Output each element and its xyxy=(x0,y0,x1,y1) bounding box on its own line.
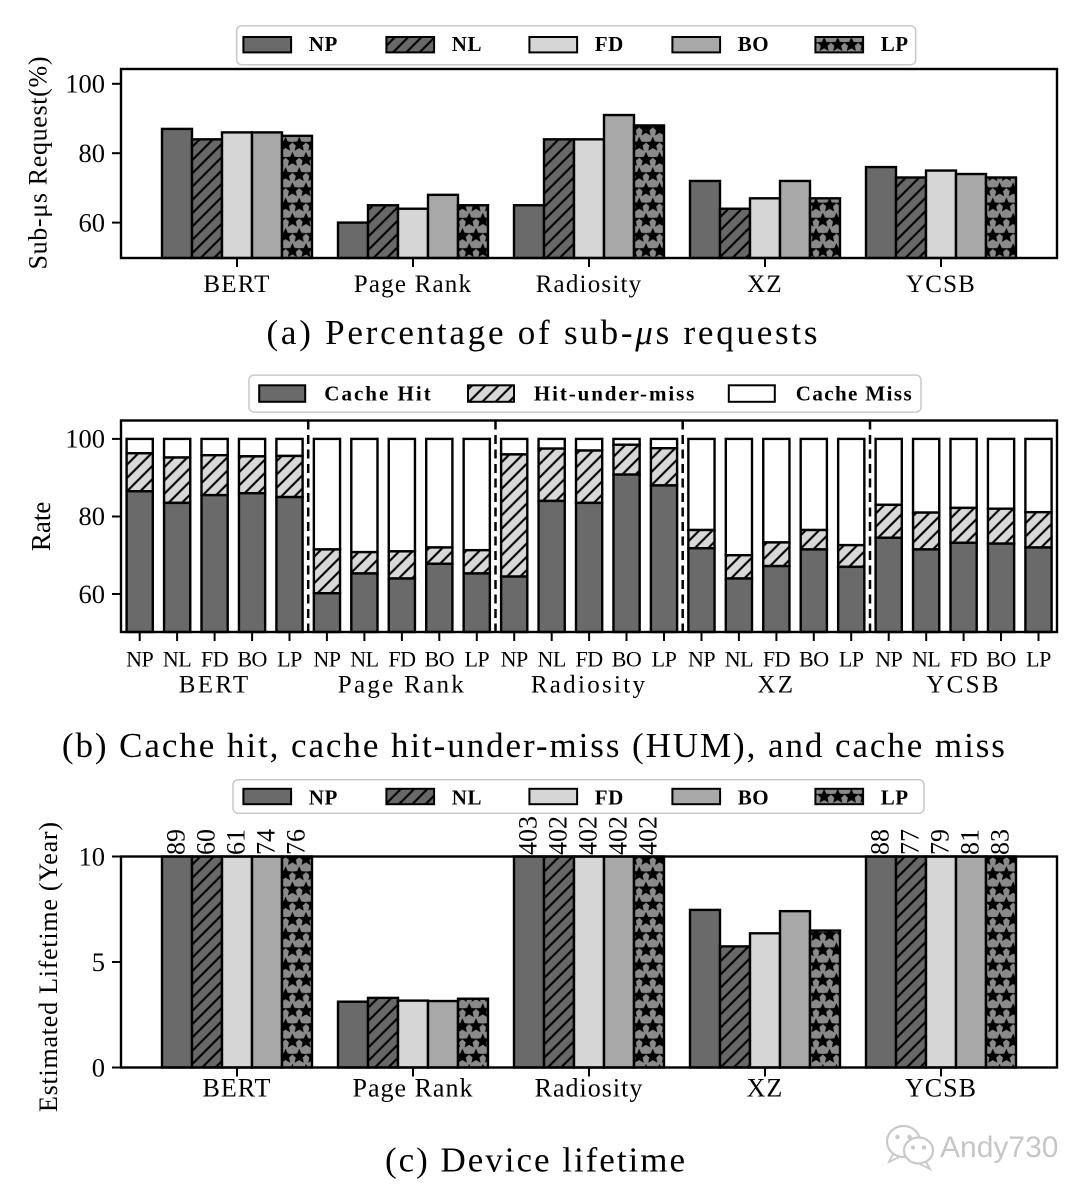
svg-text:BO: BO xyxy=(986,647,1016,672)
svg-text:Page Rank: Page Rank xyxy=(338,672,466,699)
svg-text:BO: BO xyxy=(612,647,642,672)
svg-text:10: 10 xyxy=(79,841,106,871)
svg-text:YCSB: YCSB xyxy=(906,271,976,298)
svg-text:Page Rank: Page Rank xyxy=(354,271,472,298)
svg-text:89: 89 xyxy=(162,829,191,855)
svg-text:60: 60 xyxy=(79,207,106,237)
svg-text:Rate: Rate xyxy=(26,502,56,551)
svg-text:FD: FD xyxy=(595,785,624,809)
svg-text:BERT: BERT xyxy=(203,1074,272,1103)
svg-text:YCSB: YCSB xyxy=(926,672,1001,699)
svg-text:XZ: XZ xyxy=(747,1074,784,1103)
svg-text:NP: NP xyxy=(126,647,153,672)
svg-text:60: 60 xyxy=(192,829,221,855)
svg-text:LP: LP xyxy=(652,647,677,672)
svg-text:61: 61 xyxy=(222,829,251,855)
svg-text:NL: NL xyxy=(912,647,940,672)
svg-text:88: 88 xyxy=(866,829,895,855)
svg-text:FD: FD xyxy=(763,647,790,672)
svg-text:NP: NP xyxy=(313,647,340,672)
svg-text:NL: NL xyxy=(452,32,482,56)
svg-text:BO: BO xyxy=(237,647,267,672)
svg-text:100: 100 xyxy=(65,424,105,454)
svg-text:(a) Percentage of sub-μs reque: (a) Percentage of sub-μs requests xyxy=(267,313,818,352)
svg-text:LP: LP xyxy=(839,647,864,672)
svg-text:(b) Cache hit, cache hit-under: (b) Cache hit, cache hit-under-miss (HUM… xyxy=(62,726,1005,765)
svg-text:BO: BO xyxy=(738,32,769,56)
svg-text:81: 81 xyxy=(956,829,985,855)
svg-text:Radiosity: Radiosity xyxy=(531,672,648,699)
svg-text:NP: NP xyxy=(309,32,338,56)
svg-text:NP: NP xyxy=(501,647,528,672)
svg-text:NL: NL xyxy=(163,647,191,672)
svg-text:Estimated Lifetime (Year): Estimated Lifetime (Year) xyxy=(34,822,63,1112)
svg-text:LP: LP xyxy=(464,647,489,672)
svg-text:60: 60 xyxy=(79,579,106,609)
svg-text:Sub-μs Request(%): Sub-μs Request(%) xyxy=(23,57,52,270)
svg-text:402: 402 xyxy=(634,816,663,855)
svg-text:YCSB: YCSB xyxy=(905,1074,977,1103)
svg-text:NL: NL xyxy=(725,647,753,672)
svg-text:402: 402 xyxy=(604,816,633,855)
svg-text:LP: LP xyxy=(881,785,909,809)
svg-text:80: 80 xyxy=(79,501,106,531)
svg-text:BO: BO xyxy=(738,785,769,809)
svg-text:FD: FD xyxy=(576,647,603,672)
svg-text:NP: NP xyxy=(309,785,338,809)
svg-text:BERT: BERT xyxy=(179,672,251,699)
svg-text:FD: FD xyxy=(595,32,624,56)
svg-text:74: 74 xyxy=(252,829,281,855)
svg-text:403: 403 xyxy=(514,816,543,855)
svg-text:83: 83 xyxy=(986,829,1015,855)
svg-text:FD: FD xyxy=(201,647,228,672)
svg-text:NP: NP xyxy=(688,647,715,672)
svg-text:NL: NL xyxy=(538,647,566,672)
svg-text:Cache Miss: Cache Miss xyxy=(796,381,913,405)
svg-text:BO: BO xyxy=(425,647,455,672)
svg-text:Radiosity: Radiosity xyxy=(536,271,643,298)
svg-text:76: 76 xyxy=(282,829,311,855)
svg-text:77: 77 xyxy=(896,829,925,855)
svg-text:XZ: XZ xyxy=(757,672,795,699)
svg-text:NL: NL xyxy=(350,647,378,672)
svg-text:Page Rank: Page Rank xyxy=(353,1074,474,1103)
svg-text:Cache Hit: Cache Hit xyxy=(324,381,432,405)
svg-text:402: 402 xyxy=(544,816,573,855)
svg-text:FD: FD xyxy=(950,647,977,672)
svg-text:402: 402 xyxy=(574,816,603,855)
svg-text:Andy730: Andy730 xyxy=(940,1131,1058,1164)
svg-text:BO: BO xyxy=(799,647,829,672)
svg-text:LP: LP xyxy=(277,647,302,672)
svg-text:0: 0 xyxy=(92,1052,105,1082)
svg-text:XZ: XZ xyxy=(747,271,783,298)
svg-text:NP: NP xyxy=(875,647,902,672)
svg-text:79: 79 xyxy=(926,829,955,855)
svg-text:BERT: BERT xyxy=(203,271,270,298)
svg-text:100: 100 xyxy=(65,69,105,99)
svg-text:NL: NL xyxy=(452,785,482,809)
svg-text:FD: FD xyxy=(388,647,415,672)
svg-text:Radiosity: Radiosity xyxy=(535,1074,644,1103)
svg-text:5: 5 xyxy=(92,947,105,977)
svg-text:LP: LP xyxy=(1026,647,1051,672)
svg-text:Hit-under-miss: Hit-under-miss xyxy=(534,381,696,405)
svg-text:LP: LP xyxy=(881,32,909,56)
svg-text:(c) Device lifetime: (c) Device lifetime xyxy=(385,1140,685,1179)
svg-text:80: 80 xyxy=(79,138,106,168)
